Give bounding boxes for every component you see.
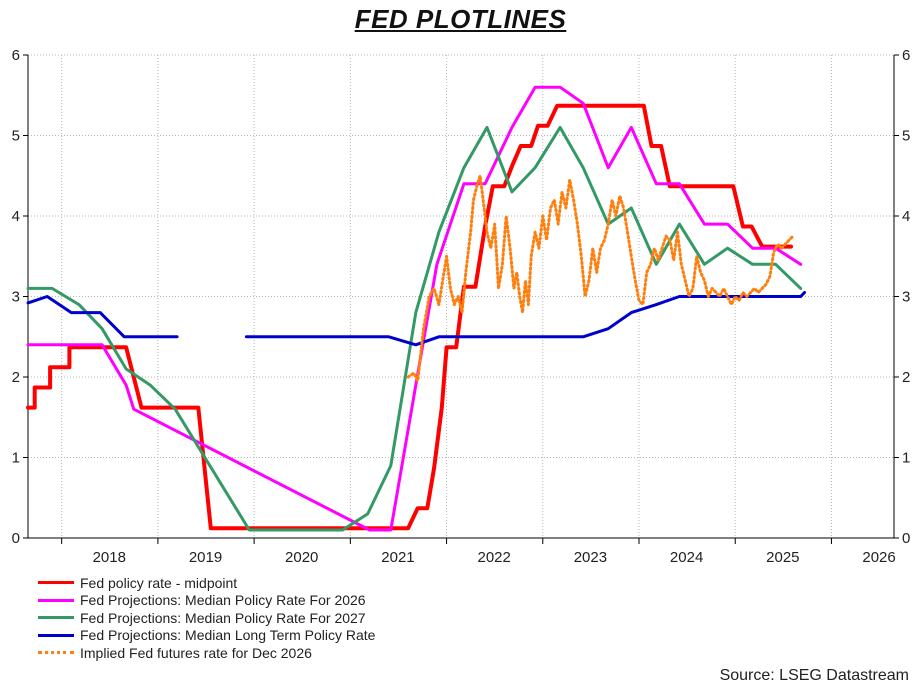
- legend-label: Fed Projections: Median Long Term Policy…: [80, 627, 376, 644]
- series-line-2: [26, 85, 803, 532]
- chart-title: FED PLOTLINES: [354, 4, 567, 34]
- series-line-3: [26, 125, 803, 532]
- series-line-1: [26, 103, 793, 531]
- y-tick-label-left: 6: [12, 47, 20, 64]
- source-note: Source: LSEG Datastream: [719, 667, 909, 684]
- x-tick-label: 2025: [766, 549, 799, 566]
- series-line-5: [406, 174, 795, 383]
- legend-swatch: [38, 598, 74, 602]
- legend-label: Fed Projections: Median Policy Rate For …: [80, 609, 366, 626]
- y-tick-label-left: 0: [12, 530, 20, 547]
- y-tick-label-right: 1: [902, 450, 910, 467]
- y-tick-label-right: 0: [902, 530, 910, 547]
- y-tick-label-right: 5: [902, 128, 910, 145]
- y-tick-label-left: 4: [12, 208, 20, 225]
- legend-item: Fed Projections: Median Policy Rate For …: [38, 592, 375, 610]
- legend-label: Implied Fed futures rate for Dec 2026: [80, 644, 312, 661]
- grid-lines: [28, 54, 894, 538]
- legend-item: Fed policy rate - midpoint: [38, 574, 375, 592]
- y-tick-label-left: 5: [12, 128, 20, 145]
- legend-swatch: [38, 616, 74, 620]
- y-tick-label-left: 3: [12, 289, 20, 306]
- legend-swatch: [38, 581, 74, 585]
- legend-item: Fed Projections: Median Policy Rate For …: [38, 609, 375, 627]
- legend-item: Implied Fed futures rate for Dec 2026: [38, 644, 375, 662]
- y-tick-label-right: 6: [902, 47, 910, 64]
- legend-label: Fed Projections: Median Policy Rate For …: [80, 592, 366, 609]
- y-tick-label-right: 4: [902, 208, 910, 225]
- legend-swatch: [38, 651, 74, 655]
- tick-labels: 0 0 1 1 2 2 3 3 4 4 5 5 6 6 2018 2019 2020 2021 2022 2023 20…: [12, 47, 911, 566]
- series-line-4: [26, 295, 179, 339]
- x-tick-label: 2023: [574, 549, 607, 566]
- series-lines: [26, 85, 806, 532]
- series-line-4: [244, 291, 806, 347]
- y-tick-label-left: 1: [12, 450, 20, 467]
- x-tick-label: 2022: [477, 549, 510, 566]
- legend: Fed policy rate - midpoint Fed Projection…: [38, 574, 375, 662]
- y-tick-label-right: 2: [902, 369, 910, 386]
- legend-item: Fed Projections: Median Long Term Policy…: [38, 627, 375, 645]
- x-tick-label: 2026: [862, 549, 895, 566]
- legend-swatch: [38, 633, 74, 637]
- x-tick-label: 2021: [381, 549, 414, 566]
- y-tick-label-right: 3: [902, 289, 910, 306]
- x-tick-label: 2018: [93, 549, 126, 566]
- legend-label: Fed policy rate - midpoint: [80, 574, 238, 591]
- x-tick-label: 2020: [285, 549, 318, 566]
- x-tick-label: 2019: [189, 549, 222, 566]
- y-tick-label-left: 2: [12, 369, 20, 386]
- x-tick-label: 2024: [670, 549, 703, 566]
- axes: [23, 54, 899, 544]
